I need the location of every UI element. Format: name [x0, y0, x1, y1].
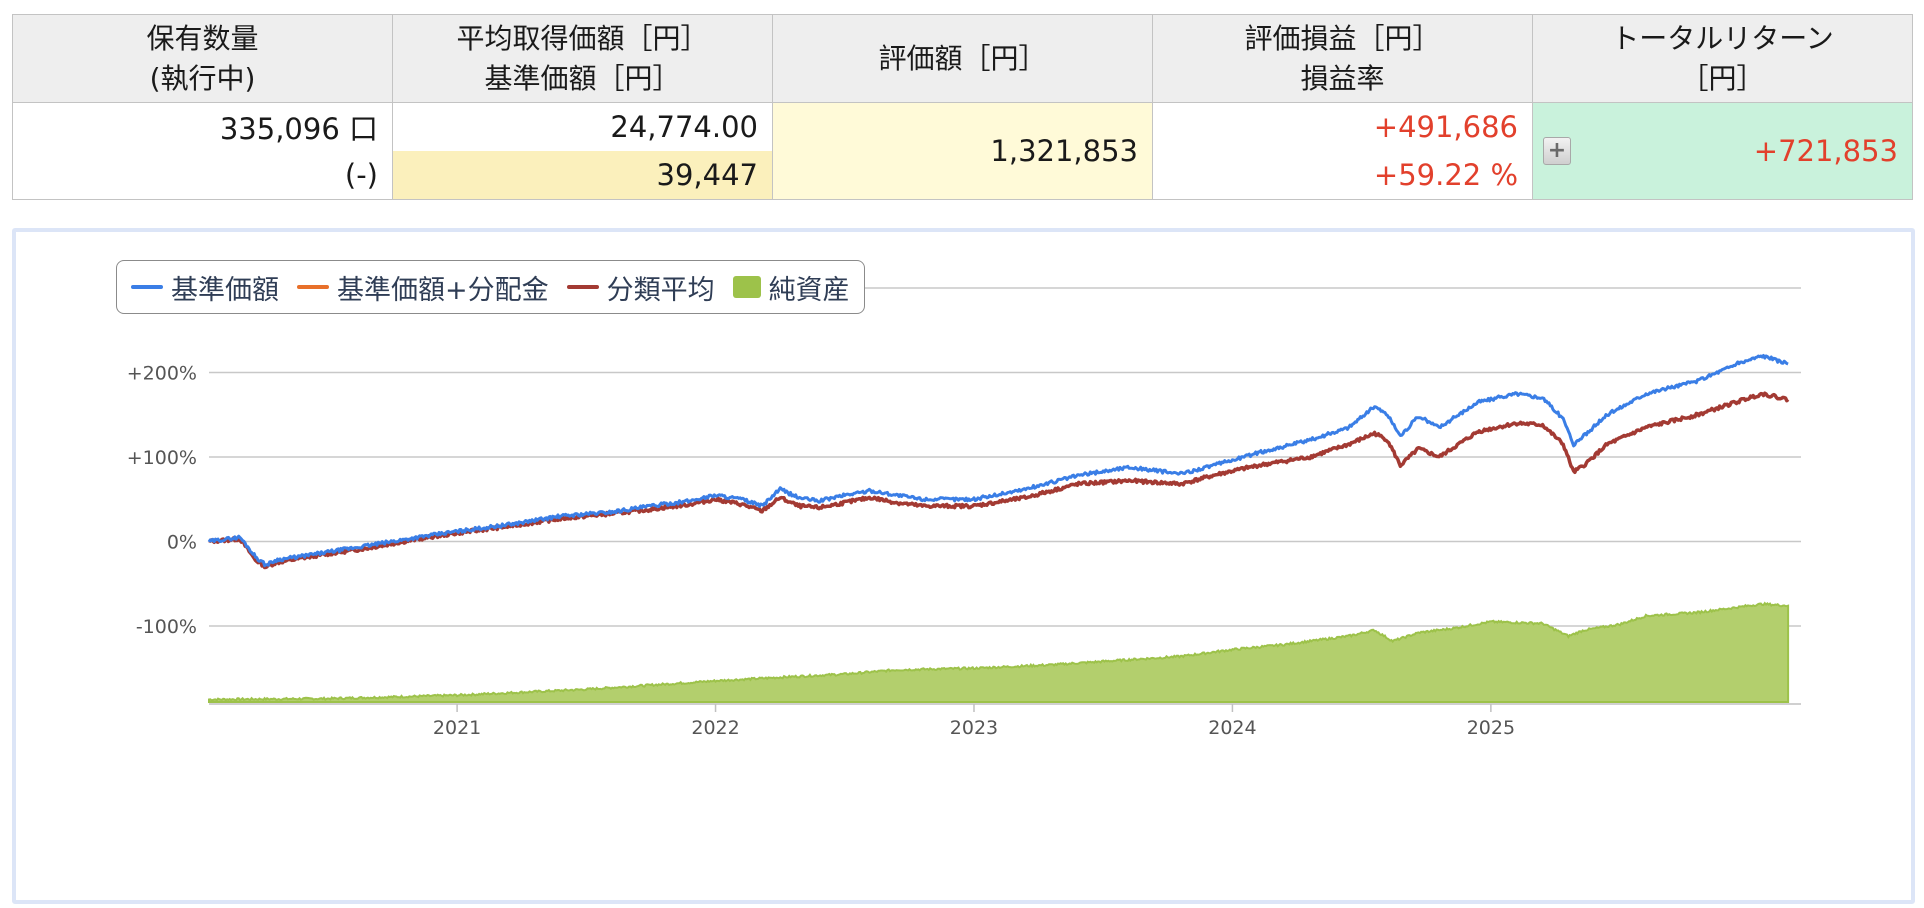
units-value: 335,096 口: [219, 112, 378, 146]
total-return-value: +721,853: [1753, 134, 1898, 168]
header-total-return: トータルリターン ［円］: [1532, 14, 1913, 103]
header-units: 保有数量 (執行中): [12, 14, 393, 103]
legend-item-net-assets[interactable]: 純資産: [732, 268, 850, 307]
chart-panel: +300%+200%+100%0%-100%202120222023202420…: [12, 228, 1915, 904]
legend-label-nav-dist: 基準価額+分配金: [337, 274, 549, 306]
nav-value: 39,447: [393, 151, 772, 199]
legend-swatch-net-assets: [732, 276, 761, 298]
legend-item-category[interactable]: 分類平均: [566, 268, 715, 307]
legend-label-nav: 基準価額: [171, 274, 279, 306]
header-valuation: 評価額［円］: [772, 14, 1153, 103]
legend-label-category: 分類平均: [606, 274, 715, 306]
series-net-assets-area: [208, 601, 1790, 703]
x-tick-label: 2022: [691, 717, 739, 739]
header-pl-line2: 損益率: [1300, 61, 1385, 95]
legend-swatch-nav: [131, 285, 163, 289]
header-pl-line1: 評価損益［円］: [1244, 21, 1441, 55]
legend-item-nav-dist[interactable]: 基準価額+分配金: [297, 268, 549, 307]
x-tick-label: 2025: [1467, 717, 1515, 739]
legend-swatch-nav-dist: [297, 285, 329, 289]
expand-plus-icon[interactable]: +: [1543, 137, 1571, 165]
profit-rate-value: +59.22 %: [1373, 158, 1518, 192]
y-tick-label: -100%: [136, 616, 197, 638]
y-tick-label: 0%: [167, 531, 197, 553]
y-tick-label: +200%: [127, 362, 197, 384]
header-tr-line2: ［円］: [1680, 61, 1765, 95]
units-pending-value: (-): [344, 158, 378, 192]
profit-loss-cell: +491,686 +59.22 %: [1152, 102, 1533, 200]
valuation-value: 1,321,853: [772, 102, 1153, 200]
legend-label-net-assets: 純資産: [768, 274, 850, 306]
x-tick-label: 2023: [950, 717, 998, 739]
header-units-line1: 保有数量: [146, 21, 259, 55]
x-tick-label: 2024: [1208, 717, 1256, 739]
header-price: 平均取得価額［円］ 基準価額［円］: [392, 14, 773, 103]
units-cell: 335,096 口 (-): [12, 102, 393, 200]
total-return-cell: + +721,853: [1532, 102, 1913, 200]
header-price-line1: 平均取得価額［円］: [456, 21, 709, 55]
performance-chart: +300%+200%+100%0%-100%202120222023202420…: [127, 278, 1801, 739]
holdings-table: 保有数量 (執行中) 平均取得価額［円］ 基準価額［円］ 評価額［円］ 評価損益…: [12, 14, 1913, 200]
table-row: 335,096 口 (-) 24,774.00 39,447 1,321,853…: [12, 102, 1913, 200]
chart-legend: 基準価額 基準価額+分配金 分類平均 純資産: [116, 260, 865, 314]
header-profit-loss: 評価損益［円］ 損益率: [1152, 14, 1533, 103]
series-nav-line: [207, 354, 1789, 568]
price-cell: 24,774.00 39,447: [392, 102, 773, 200]
header-tr-line1: トータルリターン: [1611, 21, 1834, 55]
header-units-line2: (執行中): [149, 61, 256, 95]
legend-swatch-category: [566, 285, 599, 289]
header-price-line2: 基準価額［円］: [484, 61, 681, 95]
table-header-row: 保有数量 (執行中) 平均取得価額［円］ 基準価額［円］ 評価額［円］ 評価損益…: [12, 14, 1913, 103]
y-tick-label: +100%: [127, 447, 197, 469]
avg-cost-value: 24,774.00: [610, 110, 758, 144]
x-tick-label: 2021: [433, 717, 481, 739]
profit-loss-value: +491,686: [1373, 110, 1518, 144]
legend-item-nav[interactable]: 基準価額: [131, 268, 279, 307]
